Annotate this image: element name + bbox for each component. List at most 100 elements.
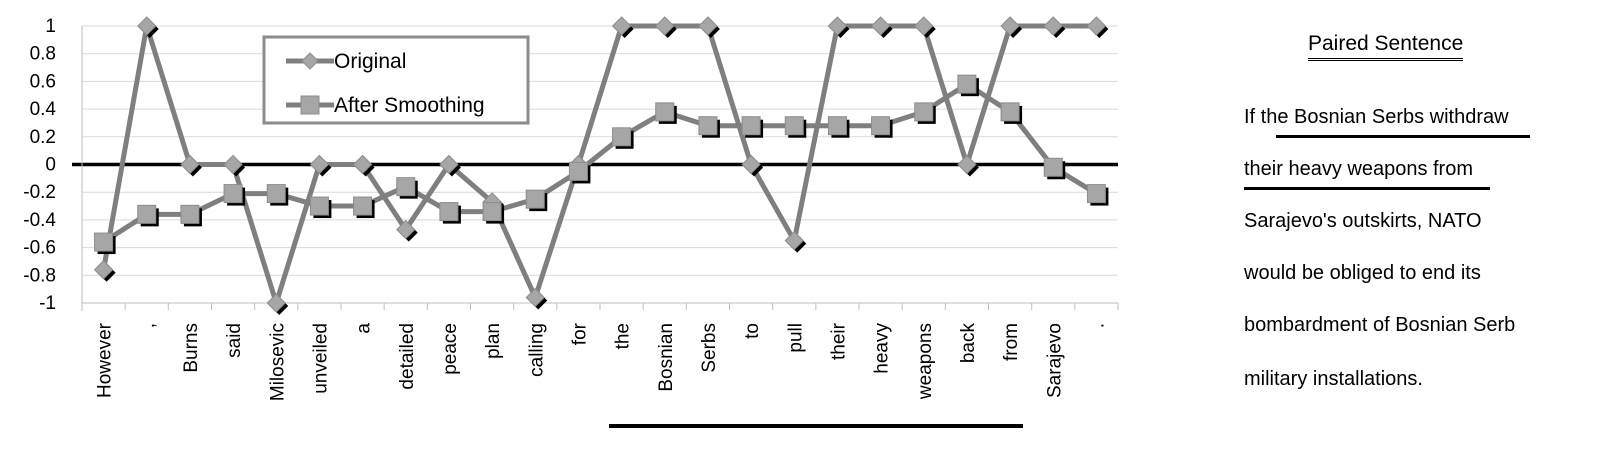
x-tick-label: detailed <box>397 323 418 390</box>
point-original <box>611 16 634 38</box>
x-tick-label: weapons <box>915 323 936 400</box>
y-tick-label: 0 <box>45 155 56 176</box>
point-smoothed <box>180 204 202 227</box>
point-smoothed <box>827 116 850 138</box>
legend-item: Original <box>286 50 406 73</box>
x-tick-label: for <box>569 322 590 345</box>
point-smoothed <box>1000 102 1023 124</box>
point-smoothed <box>525 189 548 212</box>
y-axis: 1 0.8 0.6 0.4 0.2 0 -0.2 -0.4 -0.6 -0.8 -1 <box>23 16 83 314</box>
point-original <box>1043 16 1066 38</box>
point-smoothed <box>396 177 418 199</box>
point-smoothed <box>741 116 764 138</box>
point-smoothed <box>655 102 677 124</box>
x-tick-label: plan <box>483 323 504 359</box>
point-smoothed <box>266 184 289 206</box>
x-tick-label: . <box>1087 323 1108 328</box>
sentence-line-4: would be obliged to end its <box>1244 262 1481 284</box>
x-axis: However, Burns said Milosevic unveiled a detai… <box>81 302 1119 401</box>
x-tick-label: calling <box>526 323 547 377</box>
y-tick-label: -1 <box>39 293 56 314</box>
x-highlight-underline <box>608 424 1024 428</box>
point-smoothed <box>137 204 159 227</box>
series-layer <box>93 16 1109 315</box>
point-original <box>827 16 850 38</box>
sentence-line-2: their heavy weapons from <box>1244 158 1474 180</box>
sentence-line-5: bombardment of Bosnian Serb <box>1244 314 1516 336</box>
point-original <box>698 16 720 38</box>
point-smoothed <box>784 116 807 138</box>
x-tick-label: from <box>1001 323 1022 361</box>
point-smoothed <box>914 102 936 124</box>
point-smoothed <box>698 116 720 138</box>
x-tick-label: Sarajevo <box>1044 323 1065 398</box>
point-original <box>180 154 202 177</box>
x-tick-label: , <box>138 323 159 328</box>
point-smoothed <box>223 184 246 206</box>
legend-label: After Smoothing <box>334 94 485 117</box>
x-tick-label: their <box>828 322 849 360</box>
point-smoothed <box>309 196 332 219</box>
point-original <box>93 260 116 282</box>
sentence-underline-2 <box>1244 187 1490 190</box>
y-tick-label: 0.4 <box>30 99 57 120</box>
point-original <box>1000 16 1023 38</box>
point-original <box>309 154 332 177</box>
legend-item: After Smoothing <box>286 94 485 117</box>
sentence-line-1: If the Bosnian Serbs withdraw <box>1244 106 1509 128</box>
point-original <box>352 154 375 177</box>
x-tick-label: back <box>958 323 979 364</box>
x-tick-label: However <box>95 322 116 398</box>
point-original <box>741 154 764 177</box>
point-original <box>1086 16 1109 38</box>
x-tick-label: Burns <box>181 323 202 373</box>
y-tick-label: -0.2 <box>23 182 56 203</box>
point-original <box>266 293 289 315</box>
y-tick-label: 0.6 <box>30 71 56 92</box>
point-original <box>784 230 807 253</box>
y-tick-label: 0.8 <box>30 44 56 65</box>
point-original <box>525 287 548 310</box>
x-tick-label: peace <box>440 323 461 375</box>
y-tick-label: -0.8 <box>23 265 56 286</box>
point-original <box>870 16 893 38</box>
x-tick-label: Serbs <box>699 323 720 373</box>
x-tick-label: said <box>224 323 245 358</box>
sentiment-line-chart: 1 0.8 0.6 0.4 0.2 0 -0.2 -0.4 -0.6 -0.8 -1 However… <box>23 16 1119 401</box>
y-tick-label: -0.6 <box>23 238 56 259</box>
y-tick-label: 0.2 <box>30 127 56 148</box>
point-smoothed <box>353 196 375 219</box>
point-smoothed <box>1043 157 1066 180</box>
x-tick-label: pull <box>785 323 806 353</box>
x-tick-label: a <box>354 323 375 334</box>
point-original <box>914 16 936 38</box>
sentence-line-3: Sarajevo's outskirts, NATO <box>1244 210 1482 232</box>
legend-label: Original <box>334 50 406 73</box>
point-smoothed <box>439 202 461 224</box>
point-smoothed <box>568 161 591 184</box>
y-tick-label: -0.4 <box>23 210 56 231</box>
point-original <box>396 219 418 242</box>
point-smoothed <box>482 202 505 224</box>
series-line-original <box>101 23 1097 306</box>
paired-sentence-panel: Paired Sentence If the Bosnian Serbs wit… <box>1230 0 1621 464</box>
y-tick-label: 1 <box>45 16 56 37</box>
x-tick-label: heavy <box>872 323 893 374</box>
x-tick-label: to <box>742 323 763 339</box>
point-smoothed <box>612 127 634 149</box>
point-smoothed <box>1086 184 1109 206</box>
x-tick-label: the <box>613 323 634 349</box>
point-original <box>223 154 246 177</box>
point-original <box>439 154 461 177</box>
point-smoothed <box>94 232 116 255</box>
point-original <box>655 16 677 38</box>
legend: Original After Smoothing <box>262 35 530 125</box>
point-original <box>957 154 979 177</box>
point-smoothed <box>871 116 893 138</box>
point-original <box>137 16 159 38</box>
paired-sentence-title: Paired Sentence <box>1308 31 1464 61</box>
sentence-underline-1 <box>1276 135 1530 138</box>
point-smoothed <box>957 74 979 97</box>
sentence-line-6: military installations. <box>1244 368 1423 390</box>
x-tick-label: Bosnian <box>656 323 677 392</box>
